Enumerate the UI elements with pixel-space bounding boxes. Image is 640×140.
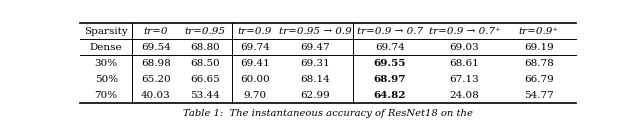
- Text: 69.19: 69.19: [524, 43, 554, 52]
- Text: Table 1:  The instantaneous accuracy of ResNet18 on the: Table 1: The instantaneous accuracy of R…: [183, 109, 473, 118]
- Text: 53.44: 53.44: [191, 91, 220, 100]
- Text: 68.80: 68.80: [191, 43, 220, 52]
- Text: tr=0.9 → 0.7: tr=0.9 → 0.7: [357, 27, 423, 36]
- Text: tr=0: tr=0: [143, 27, 168, 36]
- Text: 9.70: 9.70: [243, 91, 266, 100]
- Text: 69.41: 69.41: [240, 59, 270, 68]
- Text: 50%: 50%: [95, 75, 118, 84]
- Text: 54.77: 54.77: [524, 91, 554, 100]
- Text: 69.47: 69.47: [301, 43, 330, 52]
- Text: 66.79: 66.79: [524, 75, 554, 84]
- Text: 66.65: 66.65: [191, 75, 220, 84]
- Text: 70%: 70%: [95, 91, 118, 100]
- Text: 24.08: 24.08: [449, 91, 479, 100]
- Text: Dense: Dense: [90, 43, 122, 52]
- Text: 69.74: 69.74: [240, 43, 270, 52]
- Text: 30%: 30%: [95, 59, 118, 68]
- Text: 60.00: 60.00: [240, 75, 270, 84]
- Text: 68.14: 68.14: [301, 75, 330, 84]
- Text: 69.54: 69.54: [141, 43, 171, 52]
- Text: 68.98: 68.98: [141, 59, 171, 68]
- Text: tr=0.9: tr=0.9: [238, 27, 272, 36]
- Text: 68.97: 68.97: [374, 75, 406, 84]
- Text: 67.13: 67.13: [449, 75, 479, 84]
- Text: 69.03: 69.03: [449, 43, 479, 52]
- Text: Sparsity: Sparsity: [84, 27, 128, 36]
- Text: 69.55: 69.55: [374, 59, 406, 68]
- Text: 68.50: 68.50: [191, 59, 220, 68]
- Text: 65.20: 65.20: [141, 75, 171, 84]
- Text: tr=0.95: tr=0.95: [185, 27, 226, 36]
- Text: 64.82: 64.82: [374, 91, 406, 100]
- Text: 40.03: 40.03: [141, 91, 171, 100]
- Text: tr=0.9⁺: tr=0.9⁺: [519, 27, 559, 36]
- Text: tr=0.9 → 0.7⁺: tr=0.9 → 0.7⁺: [429, 27, 500, 36]
- Text: 68.61: 68.61: [449, 59, 479, 68]
- Text: 68.78: 68.78: [524, 59, 554, 68]
- Text: tr=0.95 → 0.9: tr=0.95 → 0.9: [279, 27, 352, 36]
- Text: 62.99: 62.99: [301, 91, 330, 100]
- Text: 69.74: 69.74: [375, 43, 405, 52]
- Text: 69.31: 69.31: [301, 59, 330, 68]
